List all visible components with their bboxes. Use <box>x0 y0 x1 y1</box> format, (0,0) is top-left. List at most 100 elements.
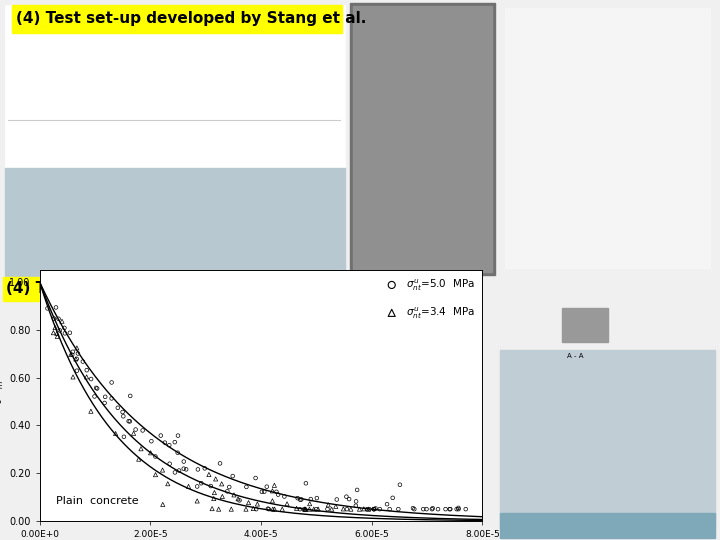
Point <box>51 329 63 338</box>
Point <box>56 317 68 326</box>
Point <box>157 500 168 509</box>
Point <box>308 505 320 514</box>
Point <box>298 505 310 514</box>
Point <box>408 505 420 514</box>
Text: (4) Test set-up developed by Stang et al.: (4) Test set-up developed by Stang et al… <box>16 11 366 26</box>
Point <box>124 417 135 426</box>
Point <box>408 504 419 512</box>
Point <box>310 505 322 514</box>
Point <box>426 505 438 514</box>
Point <box>48 314 60 323</box>
Point <box>291 504 302 512</box>
Bar <box>5 5 345 168</box>
Point <box>150 452 161 461</box>
Point <box>162 480 174 488</box>
Point <box>199 464 210 472</box>
Point <box>192 482 203 491</box>
Point <box>266 496 278 505</box>
Point <box>370 504 382 513</box>
Point <box>223 483 235 491</box>
Point <box>263 505 274 514</box>
Point <box>178 464 189 473</box>
Point <box>444 505 456 514</box>
Bar <box>353 6 492 272</box>
Point <box>300 505 312 514</box>
Point <box>392 505 404 514</box>
Point <box>145 437 157 445</box>
Point <box>267 505 279 514</box>
Point <box>50 303 62 312</box>
Bar <box>500 3 715 275</box>
Point <box>77 357 89 366</box>
Point <box>157 465 168 474</box>
Point <box>300 479 312 488</box>
Point <box>217 492 228 501</box>
Point <box>368 505 379 514</box>
Point <box>282 500 293 508</box>
Point <box>169 468 181 477</box>
Point <box>453 505 464 514</box>
Point <box>420 505 432 514</box>
Point <box>387 494 398 502</box>
Point <box>159 438 171 447</box>
Text: (4) Test results by Stang et al.: (4) Test results by Stang et al. <box>6 281 266 296</box>
Point <box>292 494 303 502</box>
Point <box>272 490 284 499</box>
Bar <box>562 308 608 342</box>
Point <box>65 350 76 359</box>
Point <box>192 497 203 505</box>
Point <box>216 480 228 488</box>
Bar <box>500 350 715 528</box>
Bar <box>350 3 495 275</box>
Point <box>64 328 76 337</box>
Point <box>261 482 273 491</box>
Point <box>304 500 315 508</box>
Point <box>172 448 184 457</box>
Point <box>374 505 385 514</box>
Point <box>299 505 310 514</box>
Point <box>145 448 156 457</box>
Point <box>192 465 204 474</box>
Point <box>250 474 261 482</box>
Point <box>326 505 338 514</box>
Point <box>240 505 252 514</box>
Point <box>67 373 78 381</box>
Point <box>203 470 215 479</box>
Point <box>444 505 455 514</box>
Point <box>71 343 83 352</box>
Point <box>135 444 147 453</box>
Point <box>269 481 280 490</box>
Point <box>304 505 315 514</box>
Point <box>251 505 262 514</box>
Point <box>269 505 280 514</box>
Point <box>225 505 237 514</box>
Point <box>243 498 254 507</box>
Point <box>123 417 135 426</box>
Point <box>222 487 233 496</box>
Point <box>110 429 122 438</box>
Point <box>427 504 438 512</box>
Point <box>331 495 343 504</box>
Point <box>341 505 353 514</box>
Point <box>228 490 240 499</box>
Point <box>361 505 373 514</box>
Point <box>256 488 268 496</box>
Point <box>125 392 136 400</box>
Point <box>345 505 356 514</box>
Point <box>208 494 220 503</box>
Point <box>215 459 226 468</box>
Point <box>276 505 288 514</box>
Point <box>394 481 405 489</box>
Point <box>67 347 78 356</box>
Point <box>133 455 145 463</box>
Point <box>368 505 379 514</box>
Point <box>183 482 194 491</box>
Point <box>240 483 252 491</box>
Point <box>48 328 59 337</box>
Point <box>451 505 462 514</box>
Point <box>196 479 207 488</box>
Point <box>155 431 166 440</box>
Point <box>128 429 140 437</box>
Point <box>42 304 53 313</box>
Point <box>117 412 129 421</box>
